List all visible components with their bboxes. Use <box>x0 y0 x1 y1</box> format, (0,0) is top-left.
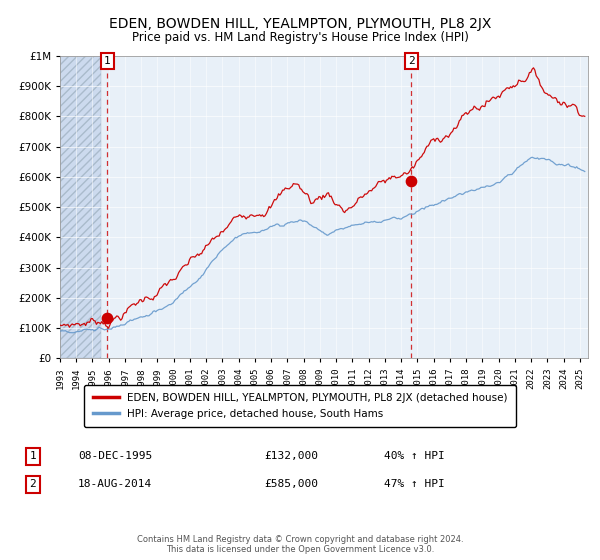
Text: 08-DEC-1995: 08-DEC-1995 <box>78 451 152 461</box>
Point <box>407 177 416 186</box>
Text: 47% ↑ HPI: 47% ↑ HPI <box>384 479 445 489</box>
Text: £132,000: £132,000 <box>264 451 318 461</box>
Legend: EDEN, BOWDEN HILL, YEALMPTON, PLYMOUTH, PL8 2JX (detached house), HPI: Average p: EDEN, BOWDEN HILL, YEALMPTON, PLYMOUTH, … <box>84 385 516 427</box>
Text: Price paid vs. HM Land Registry's House Price Index (HPI): Price paid vs. HM Land Registry's House … <box>131 31 469 44</box>
Text: 40% ↑ HPI: 40% ↑ HPI <box>384 451 445 461</box>
Text: 2: 2 <box>408 56 415 66</box>
Text: 2: 2 <box>29 479 37 489</box>
Text: EDEN, BOWDEN HILL, YEALMPTON, PLYMOUTH, PL8 2JX: EDEN, BOWDEN HILL, YEALMPTON, PLYMOUTH, … <box>109 17 491 31</box>
Text: £585,000: £585,000 <box>264 479 318 489</box>
Point <box>103 314 112 323</box>
Text: Contains HM Land Registry data © Crown copyright and database right 2024.
This d: Contains HM Land Registry data © Crown c… <box>137 535 463 554</box>
Text: 1: 1 <box>104 56 111 66</box>
Text: 18-AUG-2014: 18-AUG-2014 <box>78 479 152 489</box>
Text: 1: 1 <box>29 451 37 461</box>
